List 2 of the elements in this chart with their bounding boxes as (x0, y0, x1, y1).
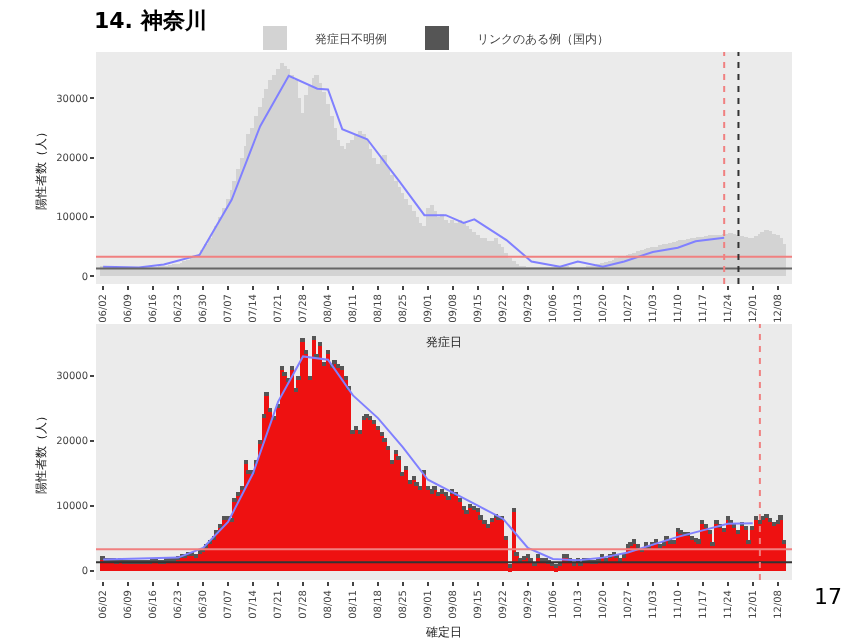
chart-title: 14. 神奈川 (94, 8, 207, 34)
text: 17 (814, 584, 842, 610)
